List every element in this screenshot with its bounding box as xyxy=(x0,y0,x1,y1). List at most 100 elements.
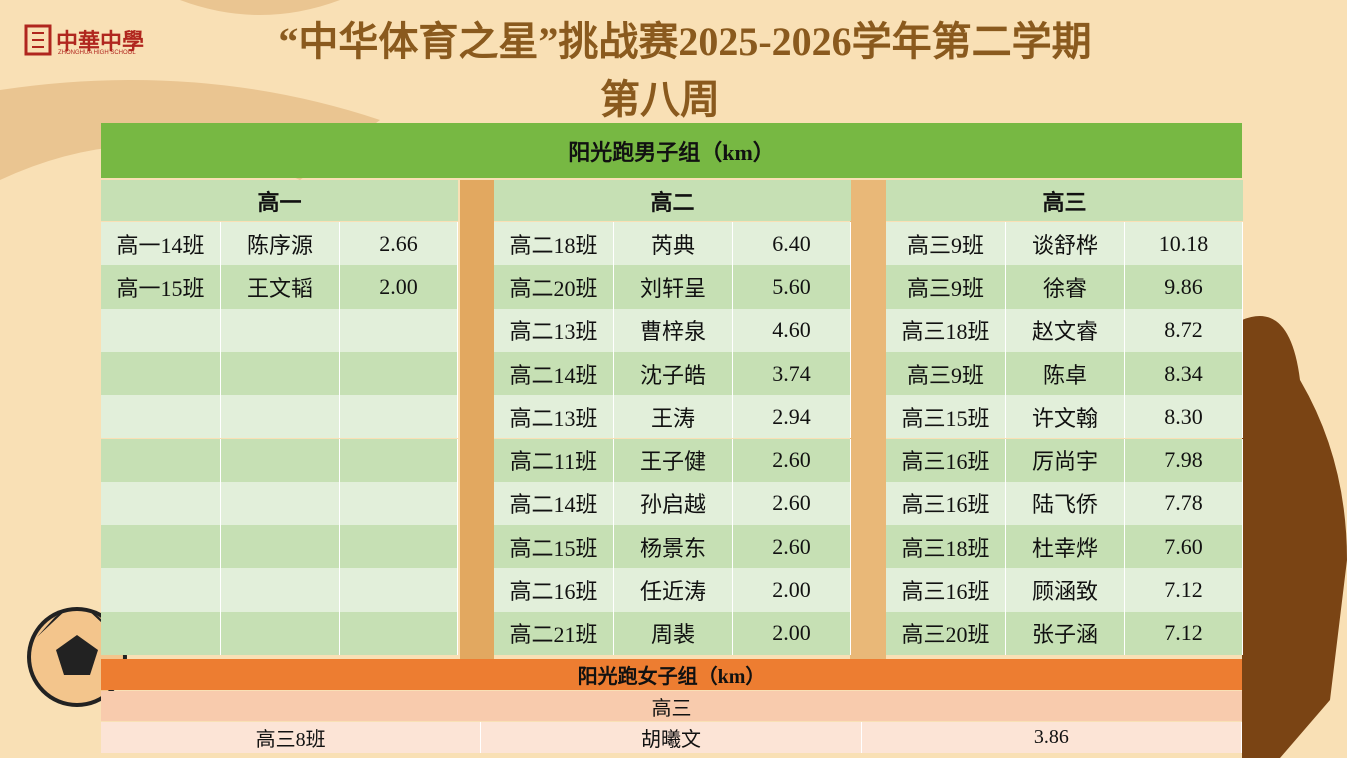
class-name: 高二13班 xyxy=(494,308,614,352)
class-name: 高三16班 xyxy=(886,438,1006,482)
empty-cell xyxy=(221,395,340,439)
student-name: 王文韬 xyxy=(221,265,340,309)
student-name: 厉尚宇 xyxy=(1006,438,1125,482)
student-name: 任近涛 xyxy=(614,568,733,612)
empty-cell xyxy=(340,568,458,612)
logo-name: 中華中學 xyxy=(56,29,145,54)
distance: 8.30 xyxy=(1125,395,1243,439)
student-name: 陆飞侨 xyxy=(1006,481,1125,526)
distance: 2.60 xyxy=(733,438,851,482)
student-name: 陈序源 xyxy=(221,222,340,266)
student-name: 沈子皓 xyxy=(614,351,733,396)
distance: 3.86 xyxy=(861,722,1242,753)
student-name: 顾涵致 xyxy=(1006,568,1125,612)
distance: 7.98 xyxy=(1125,438,1243,482)
empty-cell xyxy=(340,438,458,482)
student-name: 孙启越 xyxy=(614,481,733,526)
empty-cell xyxy=(221,308,340,352)
empty-cell xyxy=(101,525,221,569)
empty-cell xyxy=(221,611,340,655)
title: “中华体育之星”挑战赛2025-2026学年第二学期 xyxy=(278,19,1092,64)
student-name: 曹梓泉 xyxy=(614,308,733,352)
class-name: 高三16班 xyxy=(886,481,1006,526)
empty-cell xyxy=(101,351,221,396)
grade-header: 高二 xyxy=(494,180,851,221)
distance: 3.74 xyxy=(733,351,851,396)
distance: 2.00 xyxy=(733,568,851,612)
student-name: 许文翰 xyxy=(1006,395,1125,439)
distance: 2.66 xyxy=(340,222,458,266)
class-name: 高二11班 xyxy=(494,438,614,482)
student-name: 芮典 xyxy=(614,222,733,266)
empty-cell xyxy=(101,395,221,439)
student-name: 赵文睿 xyxy=(1006,308,1125,352)
class-name: 高三15班 xyxy=(886,395,1006,439)
class-name: 高二15班 xyxy=(494,525,614,569)
empty-cell xyxy=(340,481,458,526)
grade-header: 高一 xyxy=(101,180,458,221)
distance: 2.94 xyxy=(733,395,851,439)
distance: 8.34 xyxy=(1125,351,1243,396)
class-name: 高三18班 xyxy=(886,308,1006,352)
distance: 2.00 xyxy=(340,265,458,309)
class-name: 高二13班 xyxy=(494,395,614,439)
student-name: 谈舒桦 xyxy=(1006,222,1125,266)
distance: 7.12 xyxy=(1125,611,1243,655)
class-name: 高一14班 xyxy=(101,222,221,266)
distance: 6.40 xyxy=(733,222,851,266)
class-name: 高三8班 xyxy=(101,722,482,753)
class-name: 高二14班 xyxy=(494,481,614,526)
class-name: 高二14班 xyxy=(494,351,614,396)
empty-cell xyxy=(340,525,458,569)
student-name: 杜幸烨 xyxy=(1006,525,1125,569)
student-name: 刘轩呈 xyxy=(614,265,733,309)
distance: 8.72 xyxy=(1125,308,1243,352)
class-name: 高二21班 xyxy=(494,611,614,655)
empty-cell xyxy=(221,568,340,612)
logo-subtitle: ZHONGHUA HIGH SCHOOL xyxy=(58,50,136,56)
student-name: 张子涵 xyxy=(1006,611,1125,655)
distance: 2.60 xyxy=(733,481,851,526)
class-name: 高二16班 xyxy=(494,568,614,612)
section-header: 阳光跑男子组（km） xyxy=(101,123,1242,178)
empty-cell xyxy=(101,308,221,352)
student-name: 王子健 xyxy=(614,438,733,482)
student-name: 杨景东 xyxy=(614,525,733,569)
empty-cell xyxy=(101,611,221,655)
student-name: 胡曦文 xyxy=(481,722,862,753)
empty-cell xyxy=(221,481,340,526)
class-name: 高二18班 xyxy=(494,222,614,266)
distance: 7.12 xyxy=(1125,568,1243,612)
empty-cell xyxy=(101,568,221,612)
empty-cell xyxy=(101,438,221,482)
class-name: 高三9班 xyxy=(886,222,1006,266)
class-name: 高一15班 xyxy=(101,265,221,309)
empty-cell xyxy=(340,611,458,655)
subtitle: 第八周 xyxy=(600,77,720,122)
grade-header: 高三 xyxy=(101,691,1242,721)
distance: 7.60 xyxy=(1125,525,1243,569)
empty-cell xyxy=(101,481,221,526)
distance: 2.60 xyxy=(733,525,851,569)
empty-cell xyxy=(340,351,458,396)
student-name: 徐睿 xyxy=(1006,265,1125,309)
class-name: 高二20班 xyxy=(494,265,614,309)
distance: 9.86 xyxy=(1125,265,1243,309)
class-name: 高三9班 xyxy=(886,265,1006,309)
class-name: 高三18班 xyxy=(886,525,1006,569)
empty-cell xyxy=(340,308,458,352)
student-name: 周裴 xyxy=(614,611,733,655)
student-name: 陈卓 xyxy=(1006,351,1125,396)
class-name: 高三20班 xyxy=(886,611,1006,655)
distance: 5.60 xyxy=(733,265,851,309)
distance: 10.18 xyxy=(1125,222,1243,266)
empty-cell xyxy=(221,525,340,569)
empty-cell xyxy=(221,351,340,396)
distance: 7.78 xyxy=(1125,481,1243,526)
grade-header: 高三 xyxy=(886,180,1243,221)
section-header: 阳光跑女子组（km） xyxy=(101,659,1242,690)
empty-cell xyxy=(221,438,340,482)
empty-cell xyxy=(340,395,458,439)
distance: 2.00 xyxy=(733,611,851,655)
